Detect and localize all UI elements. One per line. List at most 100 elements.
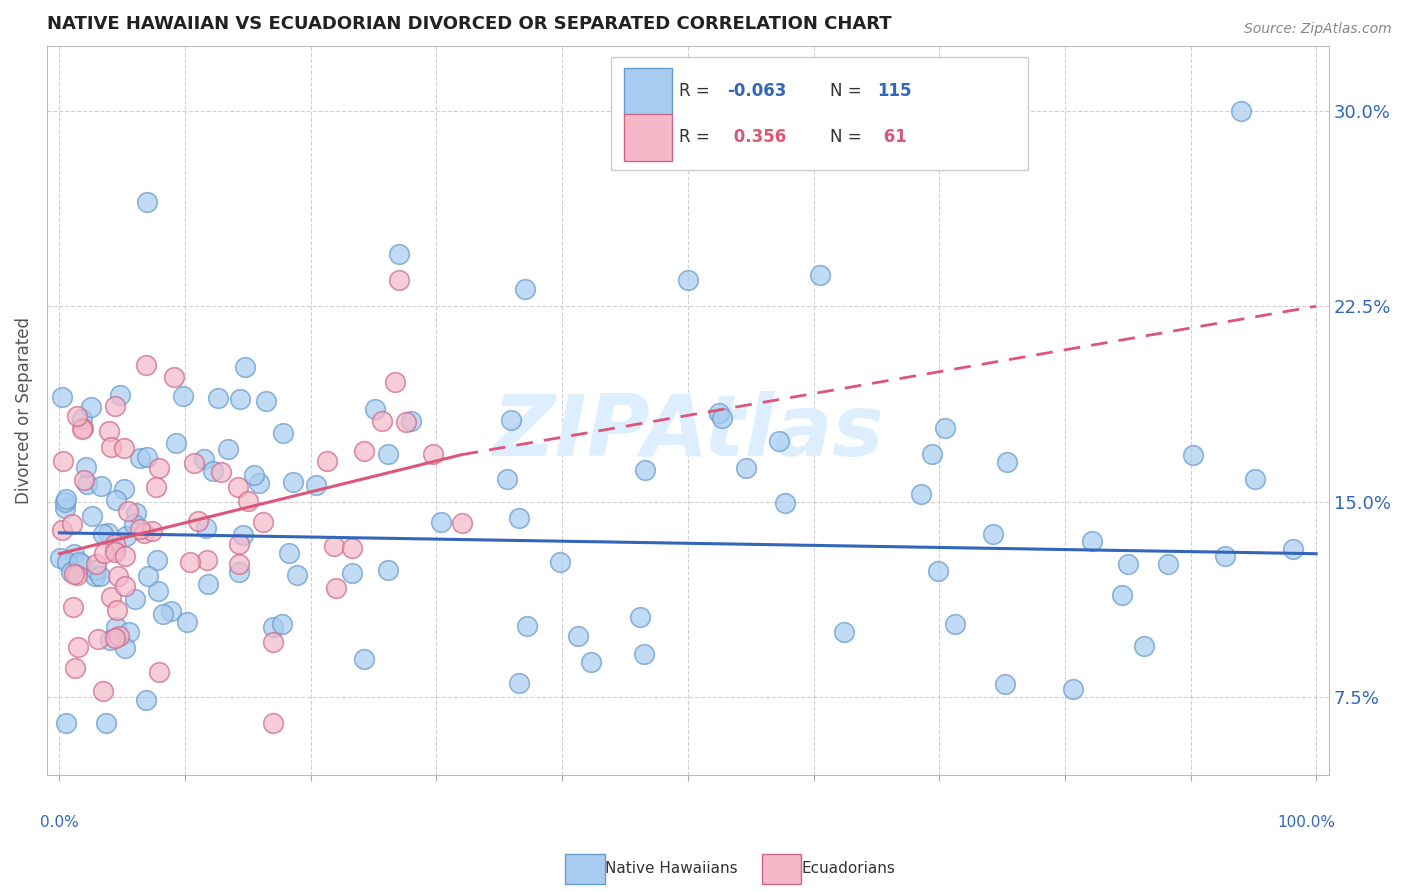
Point [832, 624, 855, 639]
Point [67, 555, 90, 569]
Point [176, 615, 198, 630]
Point [262, 620, 284, 634]
Point [271, 426, 294, 441]
Point [399, 414, 422, 428]
Point [129, 451, 152, 466]
Point [226, 479, 249, 493]
Point [114, 549, 136, 563]
Point [707, 406, 730, 420]
Point [132, 525, 155, 540]
Point [136, 450, 159, 465]
Point [141, 524, 163, 538]
Point [808, 268, 831, 282]
Point [146, 553, 169, 567]
Point [124, 506, 146, 520]
Point [62, 600, 84, 615]
Point [323, 539, 346, 553]
Point [165, 436, 187, 450]
Point [51, 523, 73, 537]
Point [124, 516, 146, 531]
Point [1213, 549, 1236, 563]
Text: Source: ZipAtlas.com: Source: ZipAtlas.com [1244, 22, 1392, 37]
Point [62, 547, 84, 561]
Point [146, 584, 169, 599]
Point [90, 479, 112, 493]
Text: ZIPAtlas: ZIPAtlas [492, 391, 883, 474]
Point [98, 632, 121, 647]
Point [232, 528, 254, 542]
Point [148, 460, 170, 475]
Text: N =: N = [830, 82, 868, 100]
Point [187, 514, 209, 528]
Point [104, 620, 127, 634]
Point [124, 592, 146, 607]
Point [70, 411, 93, 425]
Point [70, 557, 93, 571]
Text: R =: R = [679, 82, 714, 100]
Point [1133, 639, 1156, 653]
Text: N =: N = [830, 128, 868, 146]
FancyBboxPatch shape [624, 68, 672, 115]
Point [84, 557, 107, 571]
Point [114, 529, 136, 543]
Point [87, 632, 110, 647]
Point [70, 422, 93, 436]
Point [84, 568, 107, 582]
Point [394, 415, 416, 429]
Point [995, 454, 1018, 468]
Point [93, 546, 115, 560]
Point [1062, 681, 1084, 696]
Point [1111, 588, 1133, 602]
Point [1243, 472, 1265, 486]
Point [59, 565, 82, 579]
Point [172, 389, 194, 403]
Point [676, 273, 699, 287]
Point [634, 463, 657, 477]
Point [430, 515, 453, 529]
Point [136, 569, 159, 583]
Point [51, 390, 73, 404]
Point [80, 401, 103, 415]
Point [112, 441, 135, 455]
Point [228, 565, 250, 579]
Point [62, 567, 84, 582]
Point [927, 564, 949, 578]
Point [112, 482, 135, 496]
Point [159, 605, 181, 619]
Text: 0.356: 0.356 [727, 128, 786, 146]
Text: 0.0%: 0.0% [41, 815, 79, 830]
Point [377, 447, 399, 461]
Text: -0.063: -0.063 [727, 82, 787, 100]
Point [136, 194, 159, 209]
Point [1116, 557, 1139, 571]
Point [450, 516, 472, 531]
Text: Ecuadorians: Ecuadorians [801, 862, 896, 876]
Point [262, 716, 284, 731]
Point [371, 414, 394, 428]
Point [228, 537, 250, 551]
Point [499, 413, 522, 427]
Point [581, 655, 603, 669]
Point [363, 402, 385, 417]
Point [305, 478, 328, 492]
Point [236, 494, 259, 508]
Point [325, 582, 347, 596]
Text: R =: R = [679, 128, 714, 146]
Point [229, 392, 252, 406]
Point [104, 537, 127, 551]
Point [1157, 557, 1180, 571]
Point [910, 487, 932, 501]
Point [994, 677, 1017, 691]
Point [1181, 448, 1204, 462]
Point [734, 461, 756, 475]
Point [107, 569, 129, 583]
Point [277, 546, 299, 560]
Point [75, 459, 97, 474]
Point [55, 491, 77, 506]
Point [163, 370, 186, 384]
Point [105, 493, 128, 508]
Point [934, 421, 956, 435]
Point [52, 453, 75, 467]
Point [197, 577, 219, 591]
Point [281, 475, 304, 489]
